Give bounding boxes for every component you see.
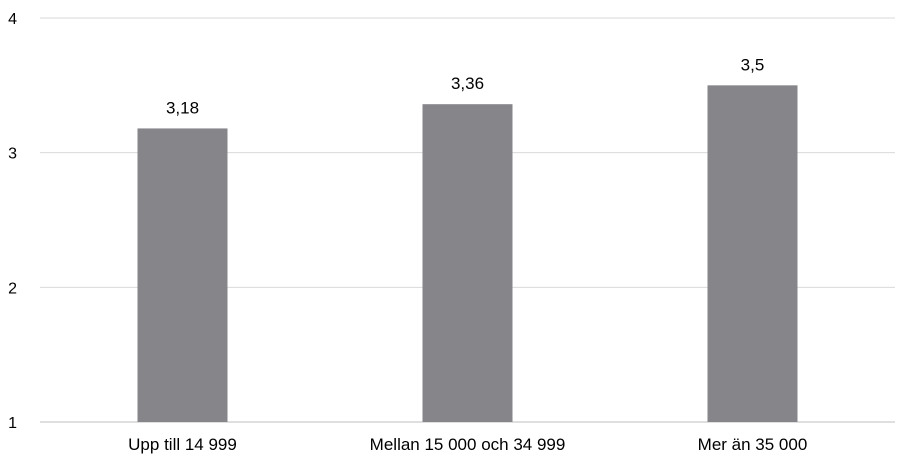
bars: [137, 85, 798, 422]
x-tick-label: Mer än 35 000: [698, 435, 808, 454]
bar-value-label: 3,5: [741, 55, 765, 74]
bar: [707, 85, 798, 422]
bar-value-label: 3,36: [451, 74, 484, 93]
x-tick-label: Mellan 15 000 och 34 999: [370, 435, 566, 454]
x-tick-label: Upp till 14 999: [128, 435, 237, 454]
bar: [422, 104, 513, 422]
bar-value-label: 3,18: [166, 98, 199, 117]
y-tick-label: 3: [8, 146, 17, 163]
bar: [137, 128, 228, 422]
data-labels: 3,18 3,36 3,5: [166, 55, 764, 117]
y-tick-label: 2: [8, 280, 17, 297]
y-tick-label: 4: [8, 11, 17, 28]
y-axis-tick-labels: 1 2 3 4: [8, 11, 17, 432]
y-tick-label: 1: [8, 415, 17, 432]
x-axis-tick-labels: Upp till 14 999 Mellan 15 000 och 34 999 M…: [128, 435, 807, 454]
